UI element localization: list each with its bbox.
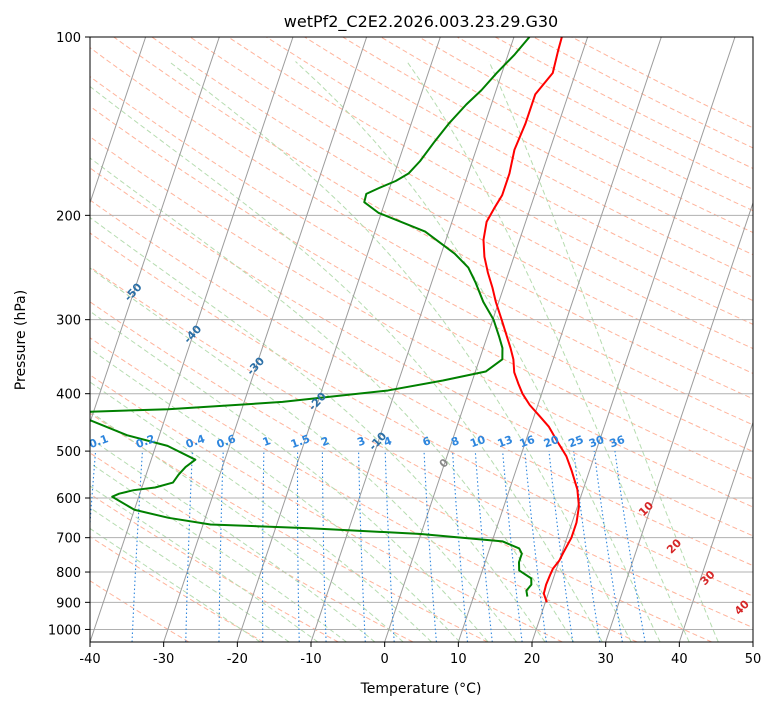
moist-adiabat	[90, 348, 461, 642]
moist-adiabat	[90, 267, 517, 642]
y-tick-label: 500	[56, 445, 81, 460]
mixing-ratio-label: 6	[421, 434, 433, 449]
moist-adiabat	[90, 381, 432, 642]
mixing-ratio-label: 3	[355, 434, 367, 449]
x-tick-label: 30	[597, 652, 614, 667]
moist-adiabat	[90, 527, 261, 642]
mixing-ratio-label: 1.5	[289, 432, 312, 451]
mixing-ratio-line	[548, 451, 574, 642]
moist-adiabat	[90, 411, 404, 642]
y-tick-label: 700	[56, 532, 81, 547]
y-tick-label: 200	[56, 209, 81, 224]
x-tick-label: 20	[524, 652, 541, 667]
y-tick-label: 100	[56, 31, 81, 46]
mixing-ratio-label: 30	[587, 433, 606, 451]
isotherm	[90, 37, 294, 642]
mixing-ratio-label: 10	[468, 433, 487, 451]
y-tick-label: 1000	[48, 623, 81, 638]
isotherm	[384, 37, 589, 642]
isotherm	[678, 420, 753, 642]
y-tick-label: 300	[56, 314, 81, 329]
isotherm	[90, 37, 220, 424]
x-axis-label: Temperature (°C)	[360, 681, 482, 697]
plot-frame	[89, 36, 754, 643]
mixing-ratio-label: 2	[319, 434, 331, 449]
dry-adiabat	[90, 535, 264, 642]
moist-adiabat	[90, 157, 575, 642]
dry-adiabat	[90, 266, 753, 629]
dry-adiabat	[90, 301, 712, 642]
dry-adiabat	[90, 47, 753, 426]
moist-adiabat	[90, 437, 376, 642]
isotherm	[310, 37, 515, 642]
mixing-ratio-line	[573, 451, 601, 642]
mixing-ratio-label: 0.4	[184, 432, 207, 451]
mixing-ratio-label: 25	[567, 433, 586, 450]
moist-adiabat	[295, 61, 661, 642]
dewpoint-profile-line	[90, 37, 533, 597]
x-tick-label: 0	[381, 652, 389, 667]
mixing-ratio-line	[452, 451, 469, 642]
x-tick-label: -30	[153, 652, 174, 667]
mixing-ratio-line	[502, 451, 523, 642]
x-tick-label: 40	[671, 652, 688, 667]
temperature-profile-line	[482, 37, 580, 603]
x-tick-label: 50	[745, 652, 762, 667]
chart-title: wetPf2_C2E2.2026.003.23.29.G30	[284, 12, 558, 32]
y-tick-label: 900	[56, 596, 81, 611]
mixing-ratio-label: 1	[261, 434, 273, 449]
mixing-ratio-label: 13	[496, 433, 515, 450]
dry-adiabat	[90, 412, 488, 642]
dry-adiabat	[151, 37, 753, 374]
x-tick-label: -40	[79, 652, 100, 667]
dry-adiabat	[90, 337, 638, 642]
isotherm	[90, 37, 147, 205]
x-tick-label: -20	[227, 652, 248, 667]
y-tick-label: 400	[56, 388, 81, 403]
axes: -40 -30 -20 -10 0 10 20 30 40 5010020030040050060…	[48, 31, 761, 667]
isotherm	[236, 37, 441, 642]
isotherm	[531, 37, 736, 642]
mixing-ratio-label: 16	[518, 433, 537, 451]
moist-adiabat	[90, 85, 603, 642]
mixing-ratio-label: 20	[542, 433, 561, 451]
dry-adiabat	[90, 167, 753, 537]
mixing-ratio-label: 4	[382, 434, 394, 449]
mixing-ratio-label: 8	[449, 434, 461, 449]
mixing-ratio-line	[593, 451, 623, 642]
y-tick-label: 800	[56, 566, 81, 581]
x-tick-label: 10	[450, 652, 467, 667]
mixing-ratio-label: 0.6	[215, 432, 238, 451]
moist-adiabat	[168, 61, 632, 642]
isotherm	[605, 201, 753, 642]
y-axis-label: Pressure (hPa)	[13, 290, 29, 390]
dry-adiabat	[90, 374, 563, 642]
moist-adiabat	[90, 310, 489, 642]
y-tick-label: 600	[56, 492, 81, 507]
dry-adiabat	[113, 37, 753, 400]
mixing-ratio-line	[524, 451, 547, 642]
moist-adiabat	[90, 462, 347, 642]
dry-adiabat	[90, 76, 753, 453]
mixing-ratio-label: 0.2	[134, 432, 157, 451]
moist-adiabat	[406, 61, 690, 642]
dry-adiabat	[90, 580, 190, 642]
moist-adiabat	[90, 507, 290, 642]
plot-area: -100-90-80-70-60-50-40-30-20-10010203040…	[90, 37, 753, 642]
x-tick-label: -10	[300, 652, 321, 667]
dry-adiabat	[90, 452, 414, 642]
mixing-ratio-label: 36	[608, 433, 627, 451]
mixing-ratio-line	[474, 451, 493, 642]
isotherm	[163, 37, 368, 642]
